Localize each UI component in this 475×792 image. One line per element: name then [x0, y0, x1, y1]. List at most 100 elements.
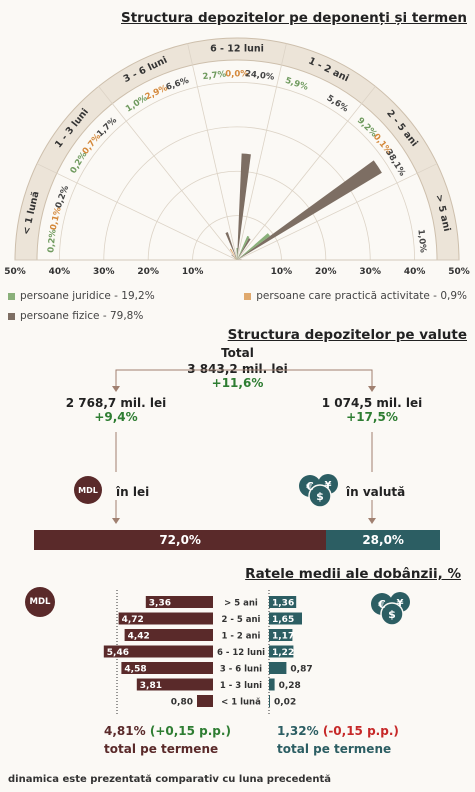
polar-tick-label: 10% — [182, 267, 204, 277]
lei-label: în lei — [116, 485, 150, 499]
polar-grid-ring — [103, 126, 371, 261]
rates-category-label: 2 - 5 ani — [222, 615, 261, 625]
rates-value-valuta: 1,22 — [272, 648, 294, 658]
polar-tick-label: 10% — [271, 267, 293, 277]
rates-category-label: 1 - 2 ani — [222, 632, 261, 642]
polar-bar — [234, 258, 237, 260]
arrow-lei-top — [112, 386, 120, 392]
svg-text:¥: ¥ — [397, 598, 404, 609]
polar-grid-ring — [59, 82, 415, 261]
total-mdl-change: (+0,15 p.p.) — [149, 724, 231, 738]
currency-bar-lei: 72,0% — [34, 530, 327, 550]
polar-value-label: 0,0% — [225, 70, 249, 80]
polar-value-label: 2,7% — [202, 69, 227, 82]
rates-value-mdl: 4,58 — [124, 665, 146, 675]
mdl-coin-label: MDL — [78, 485, 98, 495]
mdl-coin-icon-rates: MDL — [25, 587, 55, 617]
polar-bar — [237, 259, 242, 260]
polar-bar — [236, 248, 238, 260]
total-mdl-rate: 4,81% — [104, 724, 146, 738]
legend-juridice: persoane juridice - 19,2% — [8, 290, 155, 302]
lei-change: +9,4% — [94, 410, 138, 424]
legend-fizice-label: persoane fizice - 79,8% — [20, 310, 144, 322]
rates-category-label: 3 - 6 luni — [220, 665, 262, 675]
polar-spoke — [36, 163, 238, 261]
mdl-coin-label-rates: MDL — [29, 597, 51, 607]
lei-block: 2 768,7 mil. lei +9,4% — [60, 396, 172, 424]
rates-bar-valuta — [269, 629, 293, 641]
val-value: 1 074,5 mil. lei — [321, 396, 423, 410]
total-mdl-rate-block: 4,81% (+0,15 p.p.) — [104, 724, 231, 738]
polar-spoke — [236, 163, 438, 261]
total-change: +11,6% — [211, 376, 264, 390]
polar-tick-label: 50% — [4, 267, 26, 277]
polar-value-label: 0,2% — [46, 228, 58, 253]
rates-value-valuta: 1,65 — [272, 615, 294, 625]
total-block: Total 3 843,2 mil. lei +11,6% — [0, 346, 475, 390]
val-label: în valută — [346, 485, 406, 499]
total-mdl-label: total pe termene — [104, 742, 219, 756]
polar-tick-label: 40% — [404, 267, 426, 277]
rates-bar-mdl — [103, 645, 213, 658]
polar-bar — [237, 238, 251, 260]
currency-coins-icon: € ¥ $ — [299, 474, 338, 508]
rates-bar-valuta — [269, 678, 275, 691]
svg-text:€: € — [305, 480, 314, 493]
legend-juridice-swatch — [8, 292, 15, 300]
polar-bar — [231, 254, 237, 260]
polar-spoke — [236, 43, 287, 261]
polar-bar — [237, 153, 251, 260]
rates-value-valuta: 1,36 — [272, 599, 294, 609]
svg-text:$: $ — [388, 608, 396, 621]
arrow-lei-bottom — [112, 518, 120, 524]
total-label: Total — [221, 346, 254, 360]
rates-bar-valuta — [269, 645, 294, 658]
rates-chart-title: Ratele medii ale dobânzii, % — [245, 566, 461, 582]
arrow-val-top — [368, 386, 376, 392]
rates-bar-valuta — [269, 662, 287, 674]
svg-text:$: $ — [316, 490, 324, 503]
rates-category-label: > 5 ani — [224, 599, 258, 609]
polar-spoke — [98, 86, 238, 261]
lei-pct-label: 72,0% — [159, 533, 201, 547]
arrow-val-bottom — [368, 518, 376, 524]
rates-category-label: 1 - 3 luni — [220, 681, 262, 691]
total-val-change: (-0,15 p.p.) — [322, 724, 399, 738]
svg-text:€: € — [377, 598, 386, 611]
polar-bar — [225, 232, 237, 260]
polar-spoke — [187, 43, 238, 261]
rates-value-valuta: 0,02 — [274, 698, 296, 708]
currency-chart-title: Structura depozitelor pe valute — [227, 327, 467, 343]
rates-bar-valuta — [269, 596, 297, 608]
lei-value: 2 768,7 mil. lei — [65, 396, 167, 410]
polar-chart-title: Structura depozitelor pe deponenți și te… — [121, 10, 467, 26]
rates-bar-mdl — [197, 695, 213, 707]
mdl-coin-icon: MDL — [74, 476, 102, 504]
rates-bar-mdl — [124, 629, 213, 641]
legend-juridice-label: persoane juridice - 19,2% — [20, 290, 155, 302]
rates-category-label: 6 - 12 luni — [217, 648, 265, 658]
val-block: 1 074,5 mil. lei +17,5% — [316, 396, 428, 424]
legend-activitate-label: persoane care practică activitate - 0,9% — [256, 290, 467, 302]
polar-tick-label: 50% — [448, 267, 470, 277]
polar-category-label: 6 - 12 luni — [210, 44, 264, 55]
rates-value-mdl: 0,80 — [171, 698, 193, 708]
rates-bar-valuta — [269, 612, 302, 625]
val-pct-label: 28,0% — [362, 533, 404, 547]
polar-tick-label: 30% — [93, 267, 115, 277]
rates-value-mdl: 5,46 — [107, 648, 129, 658]
rates-value-mdl: 3,36 — [149, 599, 171, 609]
legend-fizice: persoane fizice - 79,8% — [8, 310, 143, 322]
currency-coins-icon-rates: € ¥ $ — [371, 592, 410, 626]
currency-bar-valuta: 28,0% — [326, 530, 440, 550]
polar-bar — [236, 259, 237, 260]
rates-bar-mdl — [118, 612, 213, 625]
legend-fizice-swatch — [8, 312, 15, 320]
polar-bar — [237, 160, 382, 260]
rates-category-label: < 1 lună — [221, 698, 261, 708]
polar-bar — [229, 248, 237, 260]
rates-value-mdl: 4,72 — [122, 615, 144, 625]
rates-bar-valuta — [269, 695, 270, 707]
polar-bar — [237, 233, 271, 260]
